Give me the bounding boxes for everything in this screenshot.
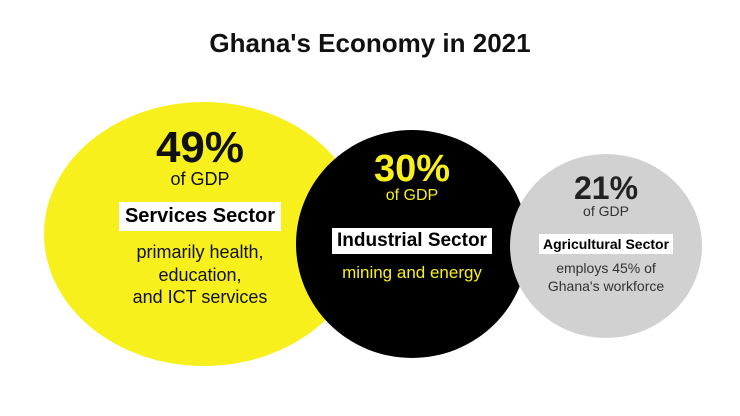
agricultural-percentage: 21% [573,170,639,206]
services-label-group: 49% of GDP Services Sector primarily hea… [70,126,330,309]
agricultural-description-line: employs 45% of [556,260,656,277]
services-unit: of GDP [170,169,230,189]
services-description-line: and ICT services [132,287,268,307]
services-sector-name: Services Sector [118,202,282,231]
services-description-line: education, [158,264,242,285]
agricultural-sector-name: Agricultural Sector [538,234,674,255]
industrial-description: mining and energy [300,262,524,283]
industrial-unit: of GDP [385,187,439,204]
services-percentage: 49% [155,123,245,172]
industrial-description-line: mining and energy [342,262,482,282]
agricultural-description-line: Ghana's workforce [547,277,665,294]
services-description-line: primarily health, [136,242,264,262]
agricultural-label-group: 21% of GDP Agricultural Sector employs 4… [514,172,698,295]
agricultural-description: employs 45% of Ghana's workforce [514,260,698,295]
chart-title: Ghana's Economy in 2021 [209,28,531,58]
agricultural-unit: of GDP [583,203,629,219]
industrial-label-group: 30% of GDP Industrial Sector mining and … [300,150,524,283]
services-description: primarily health, education, and ICT ser… [70,241,330,309]
industrial-sector-name: Industrial Sector [332,228,492,254]
industrial-percentage: 30% [373,148,451,190]
